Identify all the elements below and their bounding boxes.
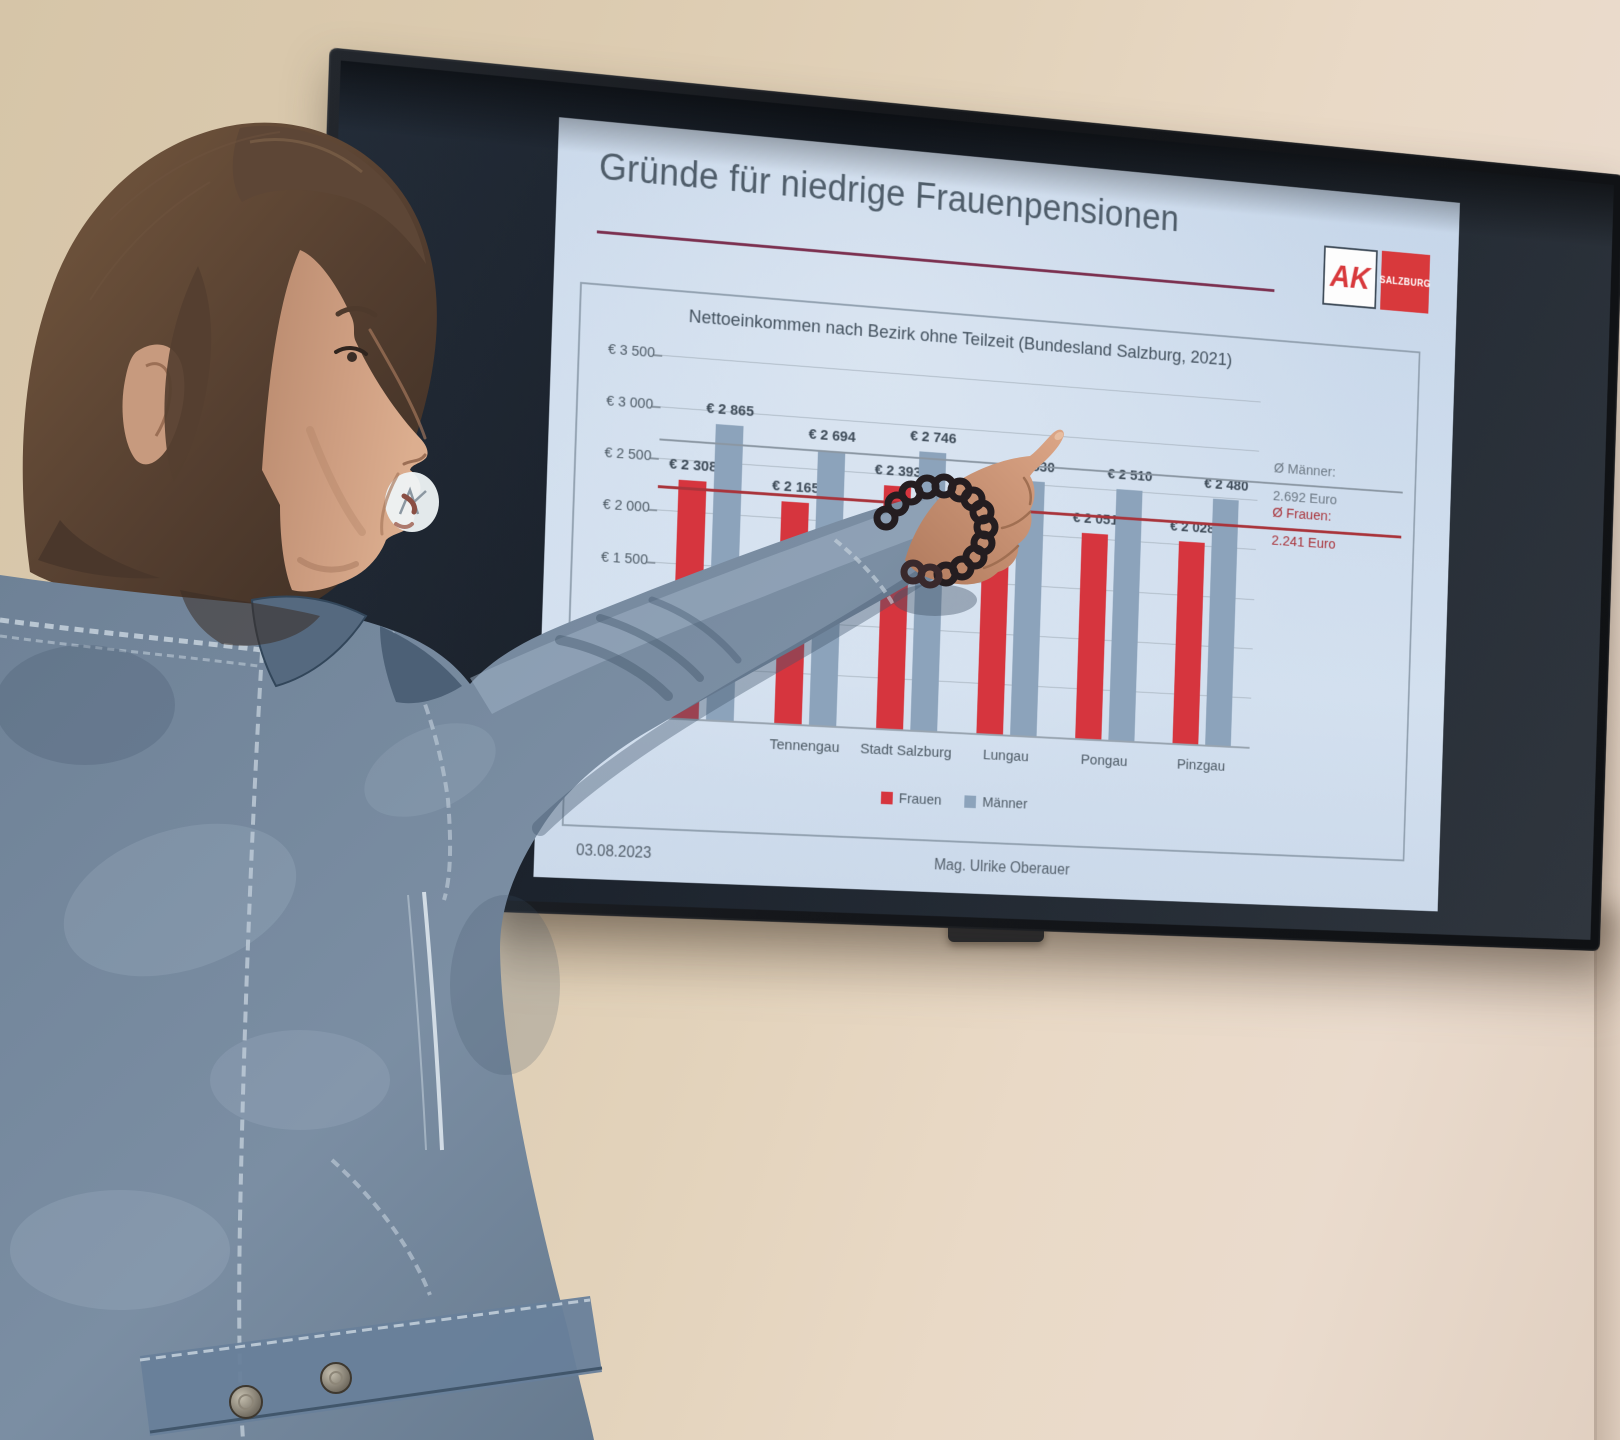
sleeve-highlight <box>470 496 942 714</box>
hair-temple <box>164 266 212 482</box>
hair-shadow-on-jacket <box>180 590 320 646</box>
bracelet <box>873 473 999 589</box>
denim-wash-texture <box>0 645 560 1310</box>
denim-jacket <box>0 492 950 1440</box>
hem-edge <box>149 1366 603 1434</box>
hair-flyaways <box>89 131 281 301</box>
jacket-collar-right <box>380 626 462 704</box>
hair-front <box>232 125 426 264</box>
jacket-buttons <box>229 1362 352 1419</box>
sleeve-folds <box>532 554 952 836</box>
hem-stitching <box>139 1298 591 1362</box>
finger-creases <box>982 476 1032 570</box>
hair-tail <box>38 520 160 579</box>
fingernail <box>1054 431 1064 441</box>
hand-shadow <box>893 584 977 616</box>
face-details <box>297 306 427 573</box>
